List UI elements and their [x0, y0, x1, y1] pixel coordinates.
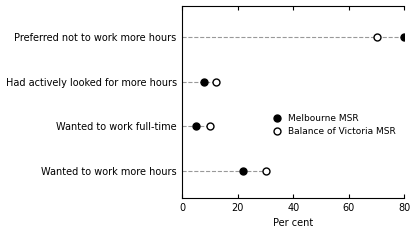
Legend: Melbourne MSR, Balance of Victoria MSR: Melbourne MSR, Balance of Victoria MSR	[264, 110, 400, 139]
X-axis label: Per cent: Per cent	[273, 219, 313, 228]
